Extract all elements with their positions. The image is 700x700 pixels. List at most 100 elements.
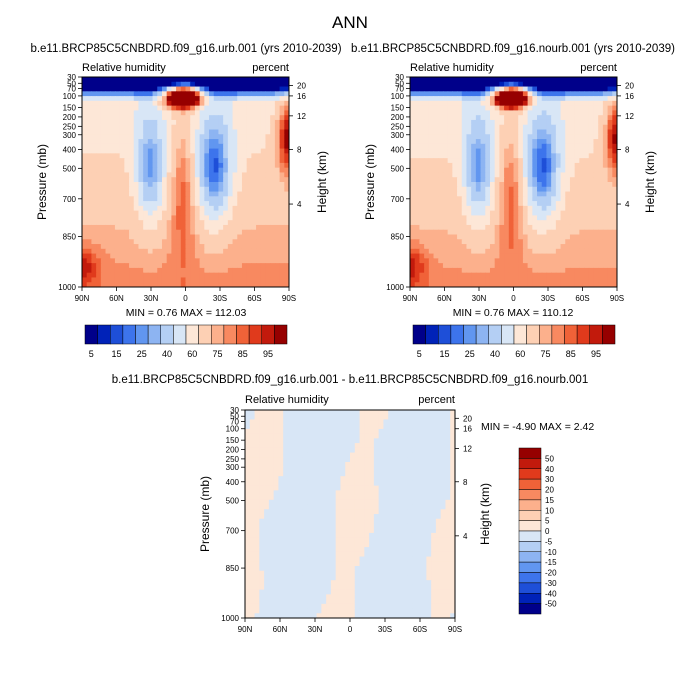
field-cell (307, 462, 313, 468)
field-cell (91, 248, 97, 255)
field-cell (190, 220, 196, 226)
field-cell (129, 134, 135, 140)
field-cell (565, 91, 571, 97)
field-cell (273, 433, 280, 439)
field-cell (489, 124, 496, 131)
field-cell (152, 167, 158, 174)
field-cell (522, 81, 529, 88)
field-cell (508, 258, 515, 264)
field-cell (157, 239, 163, 245)
field-cell (354, 438, 361, 444)
field-cell (105, 220, 111, 226)
field-cell (292, 495, 299, 501)
field-cell (227, 182, 234, 188)
field-cell (565, 139, 571, 145)
field-cell (447, 110, 453, 116)
field-cell (279, 196, 285, 202)
field-cell (551, 100, 557, 107)
field-cell (485, 81, 491, 88)
field-cell (96, 272, 102, 279)
field-cell (256, 182, 262, 188)
field-cell (110, 139, 116, 145)
field-cell (527, 96, 533, 102)
field-cell (383, 452, 389, 458)
field-cell (279, 224, 285, 231)
field-cell (499, 115, 505, 121)
field-cell (138, 105, 144, 112)
field-cell (143, 153, 149, 159)
y-tick-label: 300 (63, 131, 77, 140)
field-cell (283, 495, 289, 501)
field-cell (307, 457, 313, 463)
field-cell (574, 267, 580, 274)
field-cell (527, 248, 533, 255)
field-cell (364, 499, 370, 506)
field-cell (416, 471, 423, 477)
field-cell (265, 272, 271, 279)
field-cell (227, 205, 234, 212)
field-cell (433, 229, 439, 236)
field-cell (402, 447, 408, 454)
field-cell (373, 495, 380, 501)
field-cell (574, 81, 580, 88)
field-cell (199, 96, 205, 102)
field-cell (424, 267, 430, 274)
field-cell (388, 452, 394, 458)
field-cell (157, 148, 163, 154)
field-cell (278, 424, 284, 430)
field-cell (584, 96, 590, 102)
field-cell (190, 186, 196, 193)
field-cell (284, 177, 289, 183)
field-cell (311, 504, 318, 510)
field-cell (209, 244, 215, 250)
field-cell (569, 124, 576, 131)
field-cell (612, 267, 617, 274)
field-cell (407, 495, 413, 501)
field-cell (143, 119, 149, 126)
field-cell (283, 499, 289, 506)
field-cell (447, 282, 453, 287)
field-cell (565, 191, 571, 197)
field-cell (213, 167, 220, 174)
field-cell (157, 81, 163, 88)
field-cell (96, 248, 102, 255)
field-cell (373, 480, 380, 487)
field-cell (461, 244, 468, 250)
field-cell (100, 272, 107, 279)
field-cell (602, 201, 609, 207)
field-cell (180, 210, 187, 217)
field-cell (513, 86, 519, 92)
field-cell (204, 105, 210, 112)
field-cell (268, 499, 275, 506)
field-cell (560, 201, 566, 207)
field-cell (316, 419, 322, 425)
field-cell (283, 428, 289, 435)
field-cell (223, 282, 229, 287)
field-cell (268, 471, 275, 477)
field-cell (256, 129, 262, 135)
field-cell (588, 153, 595, 159)
field-cell (607, 258, 613, 264)
field-cell (223, 77, 229, 83)
field-cell (532, 86, 538, 92)
field-cell (100, 172, 107, 178)
field-cell (471, 272, 477, 279)
field-cell (147, 124, 154, 131)
field-cell (383, 466, 389, 473)
field-cell (307, 485, 313, 491)
panel-title: b.e11.BRCP85C5CNBDRD.f09_g16.urb.001 - b… (112, 374, 588, 386)
field-cell (438, 153, 444, 159)
field-cell (424, 143, 430, 150)
field-cell (461, 253, 468, 259)
field-cell (485, 205, 491, 212)
field-cell (419, 272, 425, 279)
field-cell (274, 186, 281, 193)
field-cell (138, 234, 144, 240)
x-tick-label: 90N (75, 294, 90, 303)
field-cell (209, 272, 215, 279)
field-cell (435, 457, 442, 463)
field-cell (407, 428, 413, 435)
field-cell (246, 244, 252, 250)
field-cell (157, 229, 163, 236)
contour-field (245, 410, 455, 618)
